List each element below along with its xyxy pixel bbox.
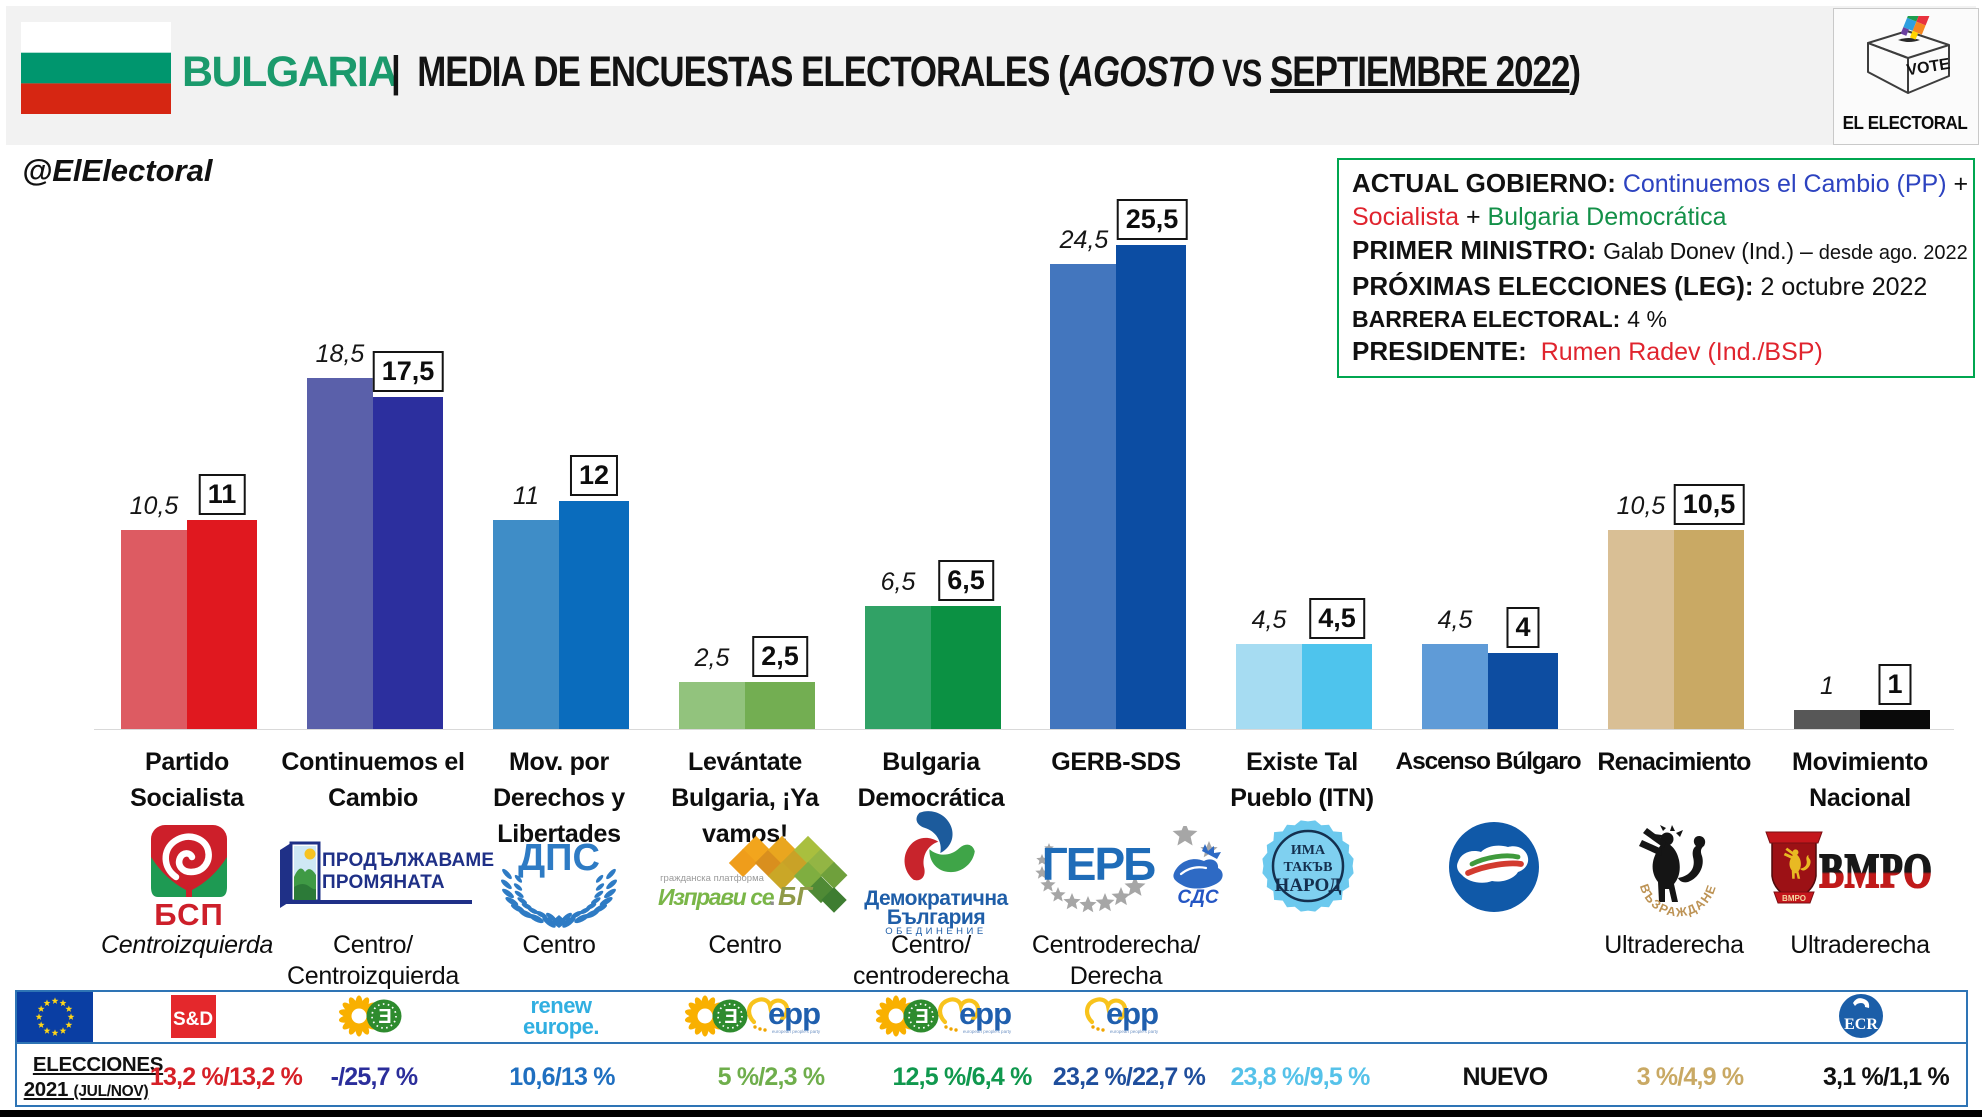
svg-text:БГ: БГ (778, 881, 813, 911)
svg-text:ВМРО: ВМРО (1819, 845, 1932, 898)
svg-text:renew: renew (530, 993, 592, 1018)
svg-text:гражданска платформа: гражданска платформа (660, 873, 765, 884)
svg-text:european people's party: european people's party (772, 1029, 821, 1034)
svg-text:ТАКЪВ: ТАКЪВ (1284, 860, 1333, 875)
svg-text:.: . (769, 884, 775, 910)
svg-text:ВМРО: ВМРО (1782, 894, 1806, 903)
svg-text:europe.: europe. (523, 1014, 599, 1039)
svg-text:ИМА: ИМА (1291, 843, 1326, 858)
svg-text:Ǝ: Ǝ (724, 1006, 737, 1028)
svg-text:СДС: СДС (1177, 887, 1218, 908)
svg-text:epp: epp (768, 996, 820, 1031)
svg-text:ДПС: ДПС (518, 838, 600, 879)
svg-text:България: България (887, 906, 985, 929)
svg-text:Ǝ: Ǝ (915, 1006, 928, 1028)
svg-text:S&D: S&D (173, 1009, 213, 1030)
svg-text:european people's party: european people's party (963, 1029, 1012, 1034)
svg-text:Изправи се: Изправи се (658, 884, 775, 910)
svg-text:ВЪЗРАЖДАНЕ: ВЪЗРАЖДАНЕ (1637, 882, 1719, 920)
svg-text:ОБЕДИНЕНИЕ: ОБЕДИНЕНИЕ (885, 926, 986, 937)
svg-text:ECR: ECR (1844, 1016, 1878, 1033)
svg-text:БСП: БСП (154, 897, 224, 928)
svg-text:ВМРО: ВМРО (1819, 845, 1932, 898)
svg-text:Демократична: Демократична (864, 887, 1008, 910)
svg-text:Ǝ: Ǝ (378, 1006, 391, 1028)
svg-text:epp: epp (1106, 996, 1158, 1031)
svg-text:european people's party: european people's party (1110, 1029, 1159, 1034)
svg-text:epp: epp (959, 996, 1011, 1031)
svg-text:VOTE: VOTE (1905, 56, 1951, 80)
svg-text:ГЕРБ: ГЕРБ (1042, 838, 1155, 890)
svg-text:НАРОД: НАРОД (1275, 875, 1342, 896)
